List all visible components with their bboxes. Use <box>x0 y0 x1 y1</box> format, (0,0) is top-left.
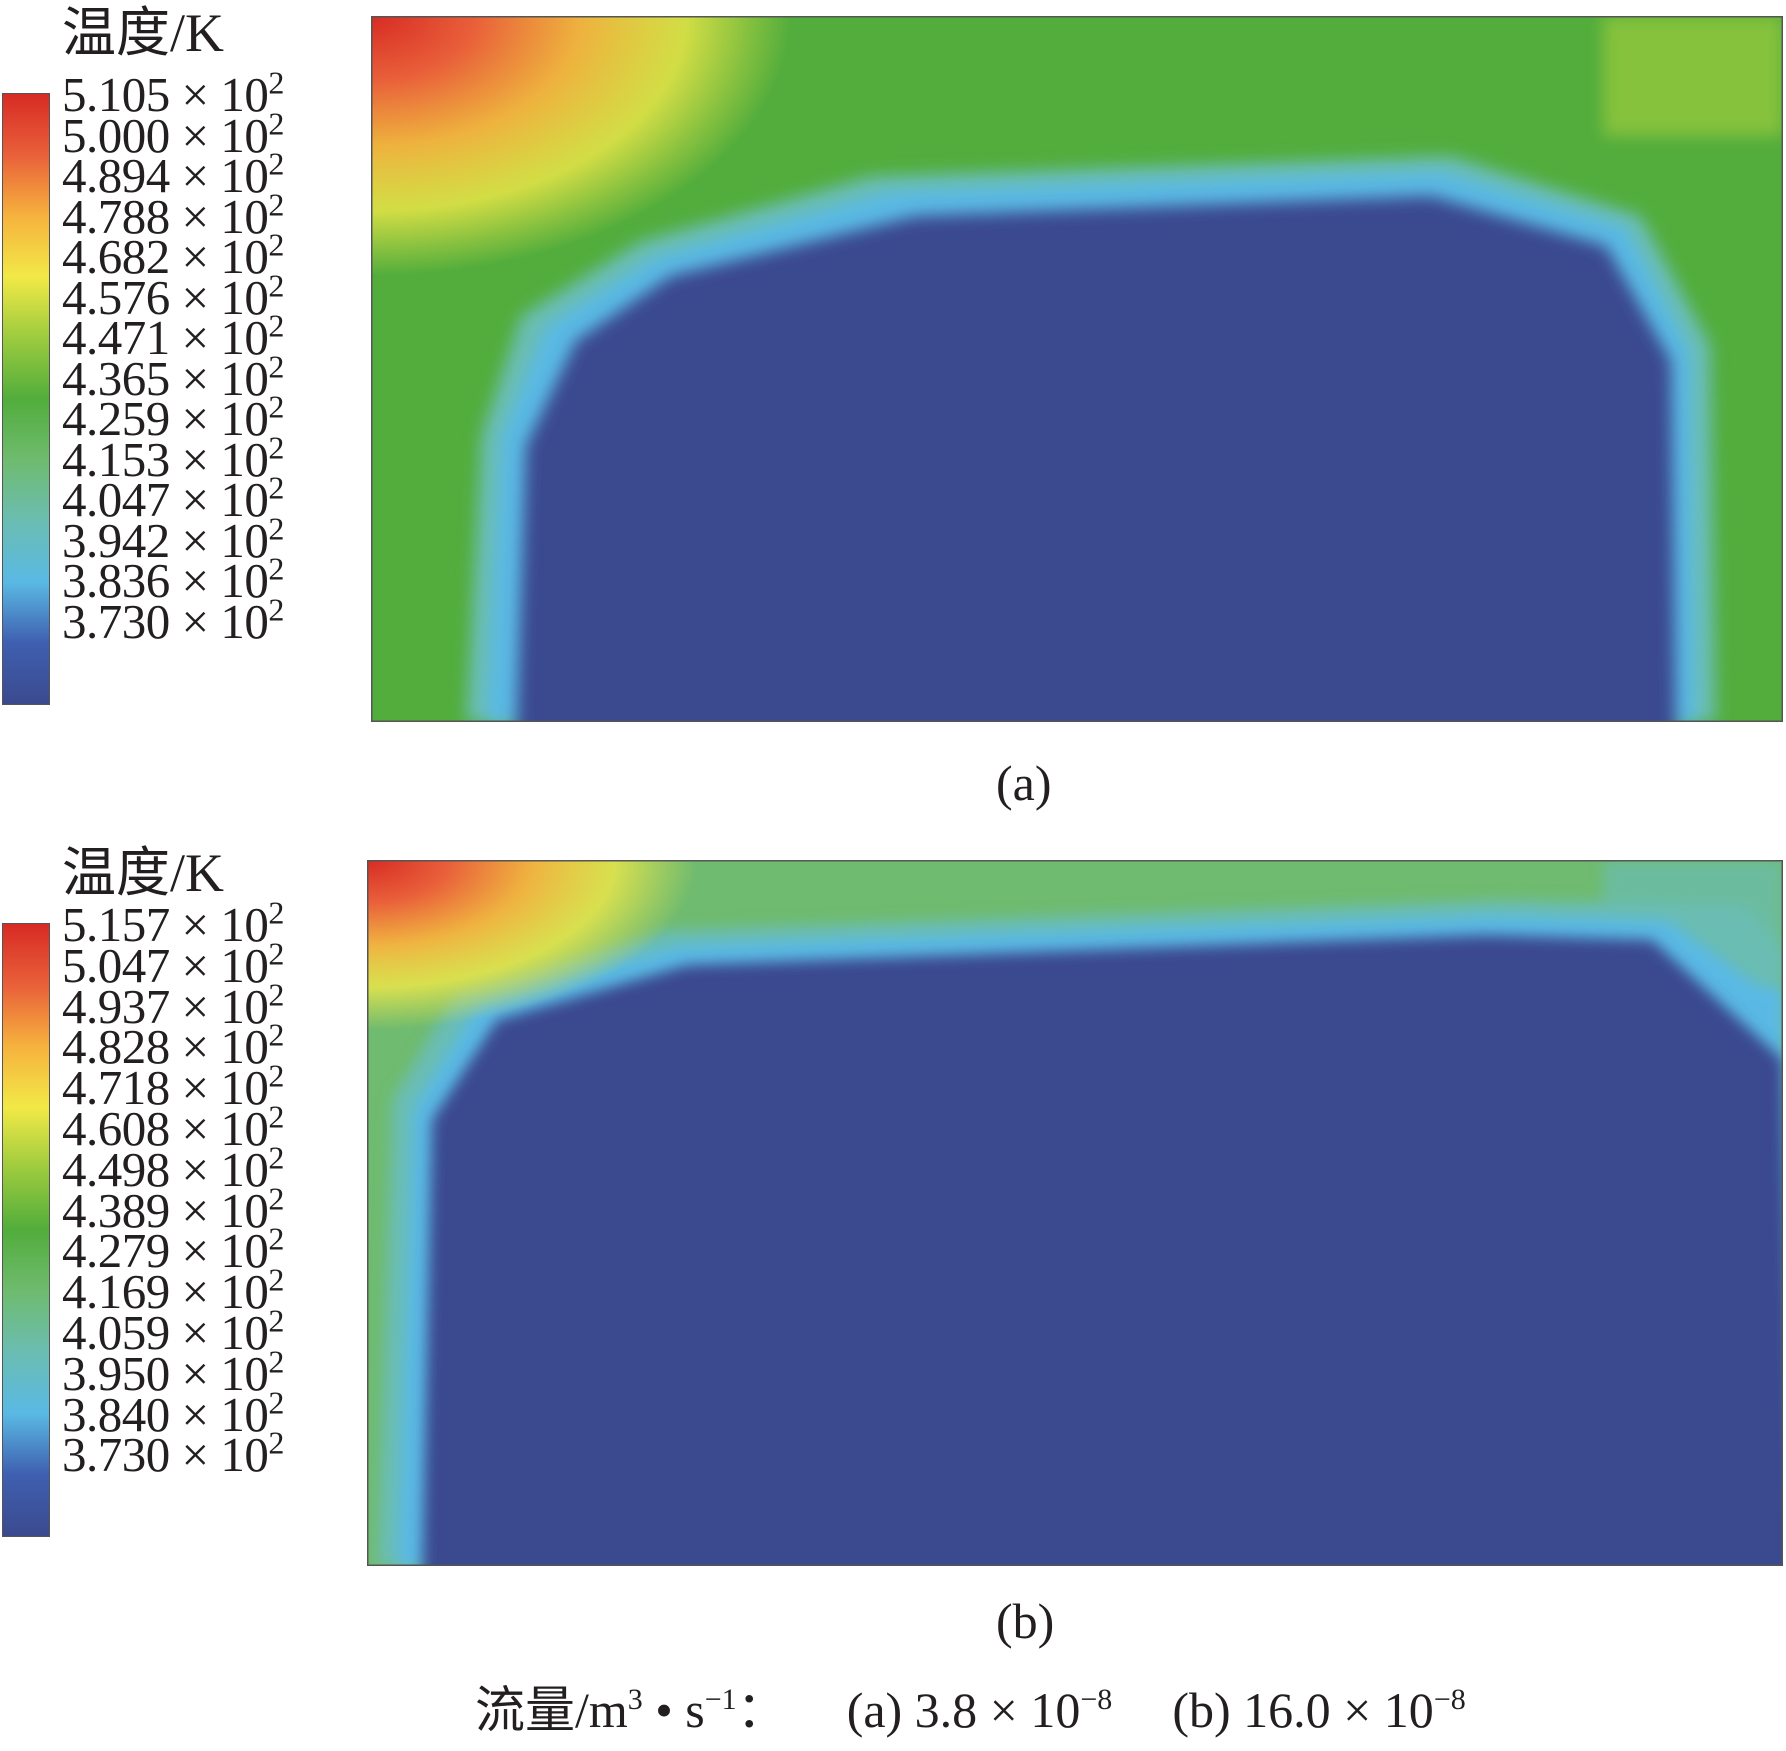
colorbar-title: 温度/K <box>62 3 224 63</box>
colorbar-tick-label: 4.788 × 102 <box>62 185 284 244</box>
flow-rate-label: 流量/m <box>475 1682 628 1738</box>
temperature-field <box>371 16 1783 722</box>
colorbar-tick-label: 3.942 × 102 <box>62 509 284 568</box>
colorbar-tick-label: 3.840 × 102 <box>62 1384 284 1442</box>
hot-corner <box>371 16 1783 722</box>
exponent: 3 <box>627 1683 643 1716</box>
colorbar-tick-label: 4.682 × 102 <box>62 226 284 284</box>
colorbar-tick-label: 4.471 × 102 <box>62 307 284 365</box>
colorbar-tick-label: 4.059 × 102 <box>62 1302 284 1360</box>
colorbar-tick-label: 4.828 × 102 <box>62 1016 284 1075</box>
colorbar-tick-label: 4.365 × 102 <box>62 347 284 406</box>
exponent: −1 <box>704 1683 737 1716</box>
flow-rate-label-unit: • s <box>642 1682 705 1738</box>
colorbar <box>2 923 50 1537</box>
colorbar-tick-label: 5.047 × 102 <box>62 935 284 993</box>
plot-frame <box>367 860 1783 1566</box>
colorbar-tick-label: 4.718 × 102 <box>62 1057 284 1116</box>
exponent: −8 <box>1433 1683 1466 1716</box>
flow-rate-legend: 流量/m3 • s−1： (a) 3.8 × 10−8 (b) 16.0 × 10−… <box>475 1682 1466 1738</box>
heatmap-panel-b: 温度/K 5.157 × 102 5.047 × 102 4.937 × 102 4.… <box>0 840 1786 1670</box>
colorbar-tick-label: 4.389 × 102 <box>62 1180 284 1238</box>
colorbar-tick-label: 4.576 × 102 <box>62 266 284 325</box>
exponent: −8 <box>1080 1683 1113 1716</box>
plot-frame <box>371 16 1783 722</box>
colorbar-title: 温度/K <box>62 843 224 903</box>
colorbar-tick-label: 4.047 × 102 <box>62 469 284 527</box>
colorbar-tick-label: 3.950 × 102 <box>62 1343 284 1401</box>
colorbar-tick-label: 4.169 × 102 <box>62 1261 284 1320</box>
panel-label: (b) <box>996 1593 1055 1649</box>
colorbar-tick-label: 3.730 × 102 <box>62 1424 284 1483</box>
colorbar-tick-label: 4.608 × 102 <box>62 1098 284 1156</box>
colorbar-tick-label: 3.730 × 102 <box>62 590 284 649</box>
colorbar-tick-label: 5.157 × 102 <box>62 894 284 952</box>
colorbar-tick-label: 3.836 × 102 <box>62 550 284 608</box>
temperature-field <box>367 860 1783 1566</box>
flow-rate-a: (a) 3.8 × 10 <box>846 1682 1081 1738</box>
colorbar-tick-label: 4.498 × 102 <box>62 1139 284 1197</box>
colorbar-tick-label: 5.000 × 102 <box>62 104 284 163</box>
colorbar-tick-label: 5.105 × 102 <box>62 64 284 122</box>
colorbar <box>2 93 50 705</box>
panel-label: (a) <box>996 755 1052 811</box>
colorbar-tick-label: 4.153 × 102 <box>62 428 284 487</box>
flow-rate-b: (b) 16.0 × 10 <box>1172 1682 1434 1738</box>
colorbar-tick-label: 4.279 × 102 <box>62 1220 284 1279</box>
colorbar-tick-label: 4.894 × 102 <box>62 145 284 203</box>
colorbar-tick-label: 4.259 × 102 <box>62 388 284 446</box>
flow-rate-label-colon: ： <box>736 1682 787 1738</box>
hot-corner <box>367 860 1783 1566</box>
heatmap-panel-a: 温度/K 5.105 × 102 5.000 × 102 4.894 × 102 4.… <box>0 0 1786 830</box>
colorbar-tick-label: 4.937 × 102 <box>62 976 284 1034</box>
